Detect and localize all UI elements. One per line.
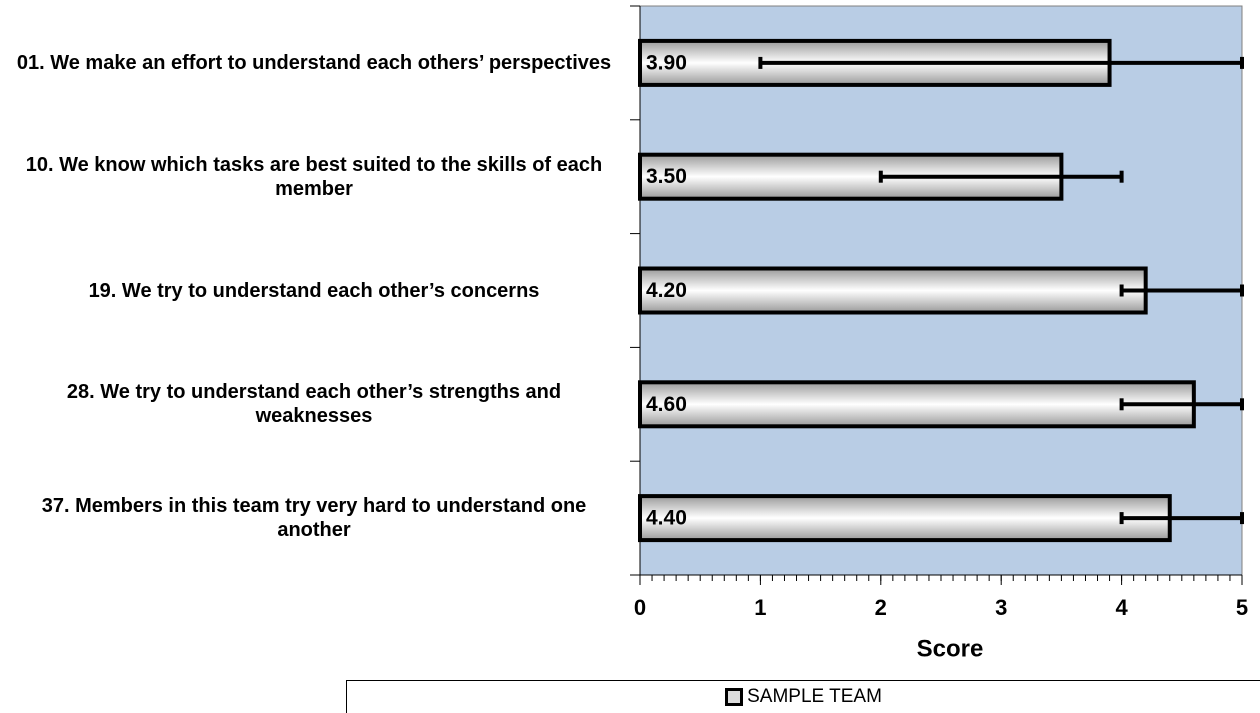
x-tick-label: 4	[1115, 595, 1128, 620]
value-label: 3.50	[646, 165, 687, 188]
category-label: 19. We try to understand each other’s co…	[88, 279, 540, 302]
category-label: 37. Members in this team try very hard t…	[41, 495, 587, 542]
category-label: 10. We know which tasks are best suited …	[25, 153, 603, 200]
bar	[638, 266, 1148, 315]
x-axis-label: Score	[917, 635, 984, 662]
x-tick-label: 0	[634, 595, 646, 620]
x-tick-label: 1	[754, 595, 766, 620]
value-label: 4.40	[646, 507, 687, 530]
bar	[638, 494, 1172, 543]
bar	[638, 380, 1196, 429]
legend: SAMPLE TEAM	[346, 680, 1260, 713]
value-label: 4.60	[646, 393, 687, 416]
x-tick-label: 3	[995, 595, 1007, 620]
legend-label: SAMPLE TEAM	[747, 686, 882, 707]
category-label: 01. We make an effort to understand each…	[16, 51, 612, 74]
x-tick-label: 2	[875, 595, 887, 620]
value-label: 3.90	[646, 51, 687, 74]
legend-swatch	[725, 688, 744, 706]
value-label: 4.20	[646, 279, 687, 302]
x-tick-label: 5	[1236, 595, 1248, 620]
category-label: 28. We try to understand each other’s st…	[66, 381, 562, 428]
